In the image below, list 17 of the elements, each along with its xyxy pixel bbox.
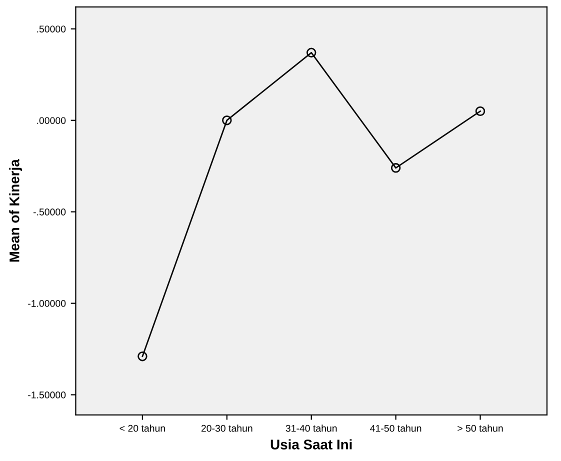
y-tick-label: -1.50000	[28, 392, 66, 398]
point	[306, 48, 316, 58]
x-tick-label: < 20 tahun	[120, 424, 165, 432]
point	[475, 106, 486, 116]
x-tick-label: 20-30 tahun	[201, 424, 252, 432]
point	[390, 163, 401, 173]
point	[222, 115, 232, 126]
y-tick-label: -1.00000	[28, 300, 66, 307]
x-tick-label: 41-50 tahun	[370, 424, 422, 432]
x-tick-label: > 50 tahun	[458, 424, 503, 432]
y-tick-label: .50000	[37, 26, 66, 32]
x-tick-label: 31-40 tahun	[286, 424, 337, 432]
y-axis-title: Mean of Kinerja	[9, 159, 22, 262]
y-tick-label: .00000	[37, 117, 66, 124]
point	[138, 351, 148, 362]
x-axis-title: Usia Saat Ini	[270, 439, 352, 450]
y-tick-label: -.50000	[33, 208, 66, 216]
